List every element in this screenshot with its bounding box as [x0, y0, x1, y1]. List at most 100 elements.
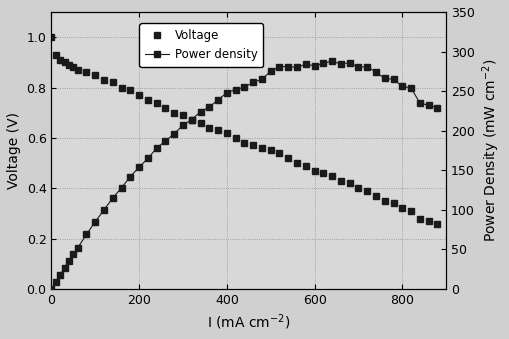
- Y-axis label: Voltage (V): Voltage (V): [7, 112, 21, 189]
- X-axis label: I (mA cm$^{-2}$): I (mA cm$^{-2}$): [207, 313, 291, 332]
- Power density: [110, 196, 116, 200]
- Power density: [355, 65, 361, 69]
- Voltage: [154, 101, 160, 105]
- Power density: [48, 287, 54, 291]
- Power density: [250, 80, 256, 84]
- Voltage: [408, 209, 414, 213]
- Voltage: [303, 164, 309, 168]
- Power density: [101, 208, 107, 212]
- Voltage: [119, 85, 125, 89]
- Power density: [70, 252, 76, 256]
- Power density: [83, 232, 90, 236]
- Power density: [329, 59, 335, 63]
- Power density: [364, 64, 370, 68]
- Voltage: [206, 126, 212, 130]
- Voltage: [434, 221, 440, 225]
- Power density: [259, 77, 265, 81]
- Voltage: [110, 80, 116, 84]
- Voltage: [92, 73, 98, 77]
- Legend: Voltage, Power density: Voltage, Power density: [139, 23, 264, 67]
- Power density: [224, 91, 230, 95]
- Power density: [180, 123, 186, 127]
- Power density: [408, 86, 414, 90]
- Voltage: [48, 35, 54, 39]
- Voltage: [101, 78, 107, 82]
- Power density: [136, 165, 142, 169]
- Power density: [162, 139, 168, 143]
- Power density: [127, 175, 133, 179]
- Power density: [320, 61, 326, 65]
- Power density: [276, 64, 282, 68]
- Voltage: [70, 65, 76, 69]
- Voltage: [75, 68, 81, 72]
- Power density: [347, 61, 353, 65]
- Power density: [434, 106, 440, 110]
- Voltage: [426, 219, 432, 223]
- Voltage: [180, 113, 186, 117]
- Power density: [233, 87, 239, 92]
- Power density: [417, 101, 423, 105]
- Voltage: [162, 106, 168, 110]
- Power density: [382, 76, 388, 80]
- Voltage: [53, 53, 59, 57]
- Power density: [373, 70, 379, 74]
- Voltage: [294, 161, 300, 165]
- Voltage: [127, 88, 133, 92]
- Voltage: [268, 148, 274, 153]
- Power density: [57, 273, 63, 277]
- Voltage: [364, 189, 370, 193]
- Power density: [241, 85, 247, 89]
- Power density: [215, 98, 221, 102]
- Voltage: [382, 199, 388, 203]
- Power density: [171, 132, 177, 136]
- Power density: [66, 259, 72, 263]
- Power density: [338, 62, 344, 66]
- Power density: [62, 266, 68, 270]
- Voltage: [215, 128, 221, 132]
- Voltage: [347, 181, 353, 185]
- Power density: [75, 246, 81, 250]
- Y-axis label: Power Density (mW cm$^{-2}$): Power Density (mW cm$^{-2}$): [480, 59, 502, 242]
- Voltage: [285, 156, 291, 160]
- Power density: [189, 118, 195, 122]
- Power density: [399, 84, 405, 88]
- Line: Voltage: Voltage: [48, 34, 440, 226]
- Voltage: [83, 71, 90, 75]
- Voltage: [62, 60, 68, 64]
- Voltage: [329, 174, 335, 178]
- Power density: [154, 146, 160, 150]
- Power density: [268, 69, 274, 73]
- Voltage: [57, 58, 63, 62]
- Voltage: [224, 131, 230, 135]
- Voltage: [241, 141, 247, 145]
- Voltage: [390, 201, 397, 205]
- Power density: [119, 186, 125, 190]
- Voltage: [373, 194, 379, 198]
- Power density: [197, 109, 204, 114]
- Voltage: [197, 121, 204, 125]
- Voltage: [171, 111, 177, 115]
- Power density: [145, 156, 151, 160]
- Voltage: [66, 63, 72, 67]
- Voltage: [320, 171, 326, 175]
- Power density: [312, 64, 318, 68]
- Voltage: [276, 151, 282, 155]
- Voltage: [417, 217, 423, 221]
- Power density: [206, 105, 212, 109]
- Voltage: [189, 118, 195, 122]
- Voltage: [338, 179, 344, 183]
- Power density: [53, 280, 59, 284]
- Power density: [390, 77, 397, 81]
- Voltage: [399, 206, 405, 211]
- Power density: [426, 103, 432, 107]
- Voltage: [259, 146, 265, 150]
- Power density: [294, 65, 300, 69]
- Voltage: [312, 168, 318, 173]
- Voltage: [355, 186, 361, 190]
- Voltage: [250, 143, 256, 147]
- Voltage: [136, 93, 142, 97]
- Voltage: [145, 98, 151, 102]
- Power density: [92, 220, 98, 224]
- Line: Power density: Power density: [48, 58, 440, 292]
- Power density: [285, 64, 291, 68]
